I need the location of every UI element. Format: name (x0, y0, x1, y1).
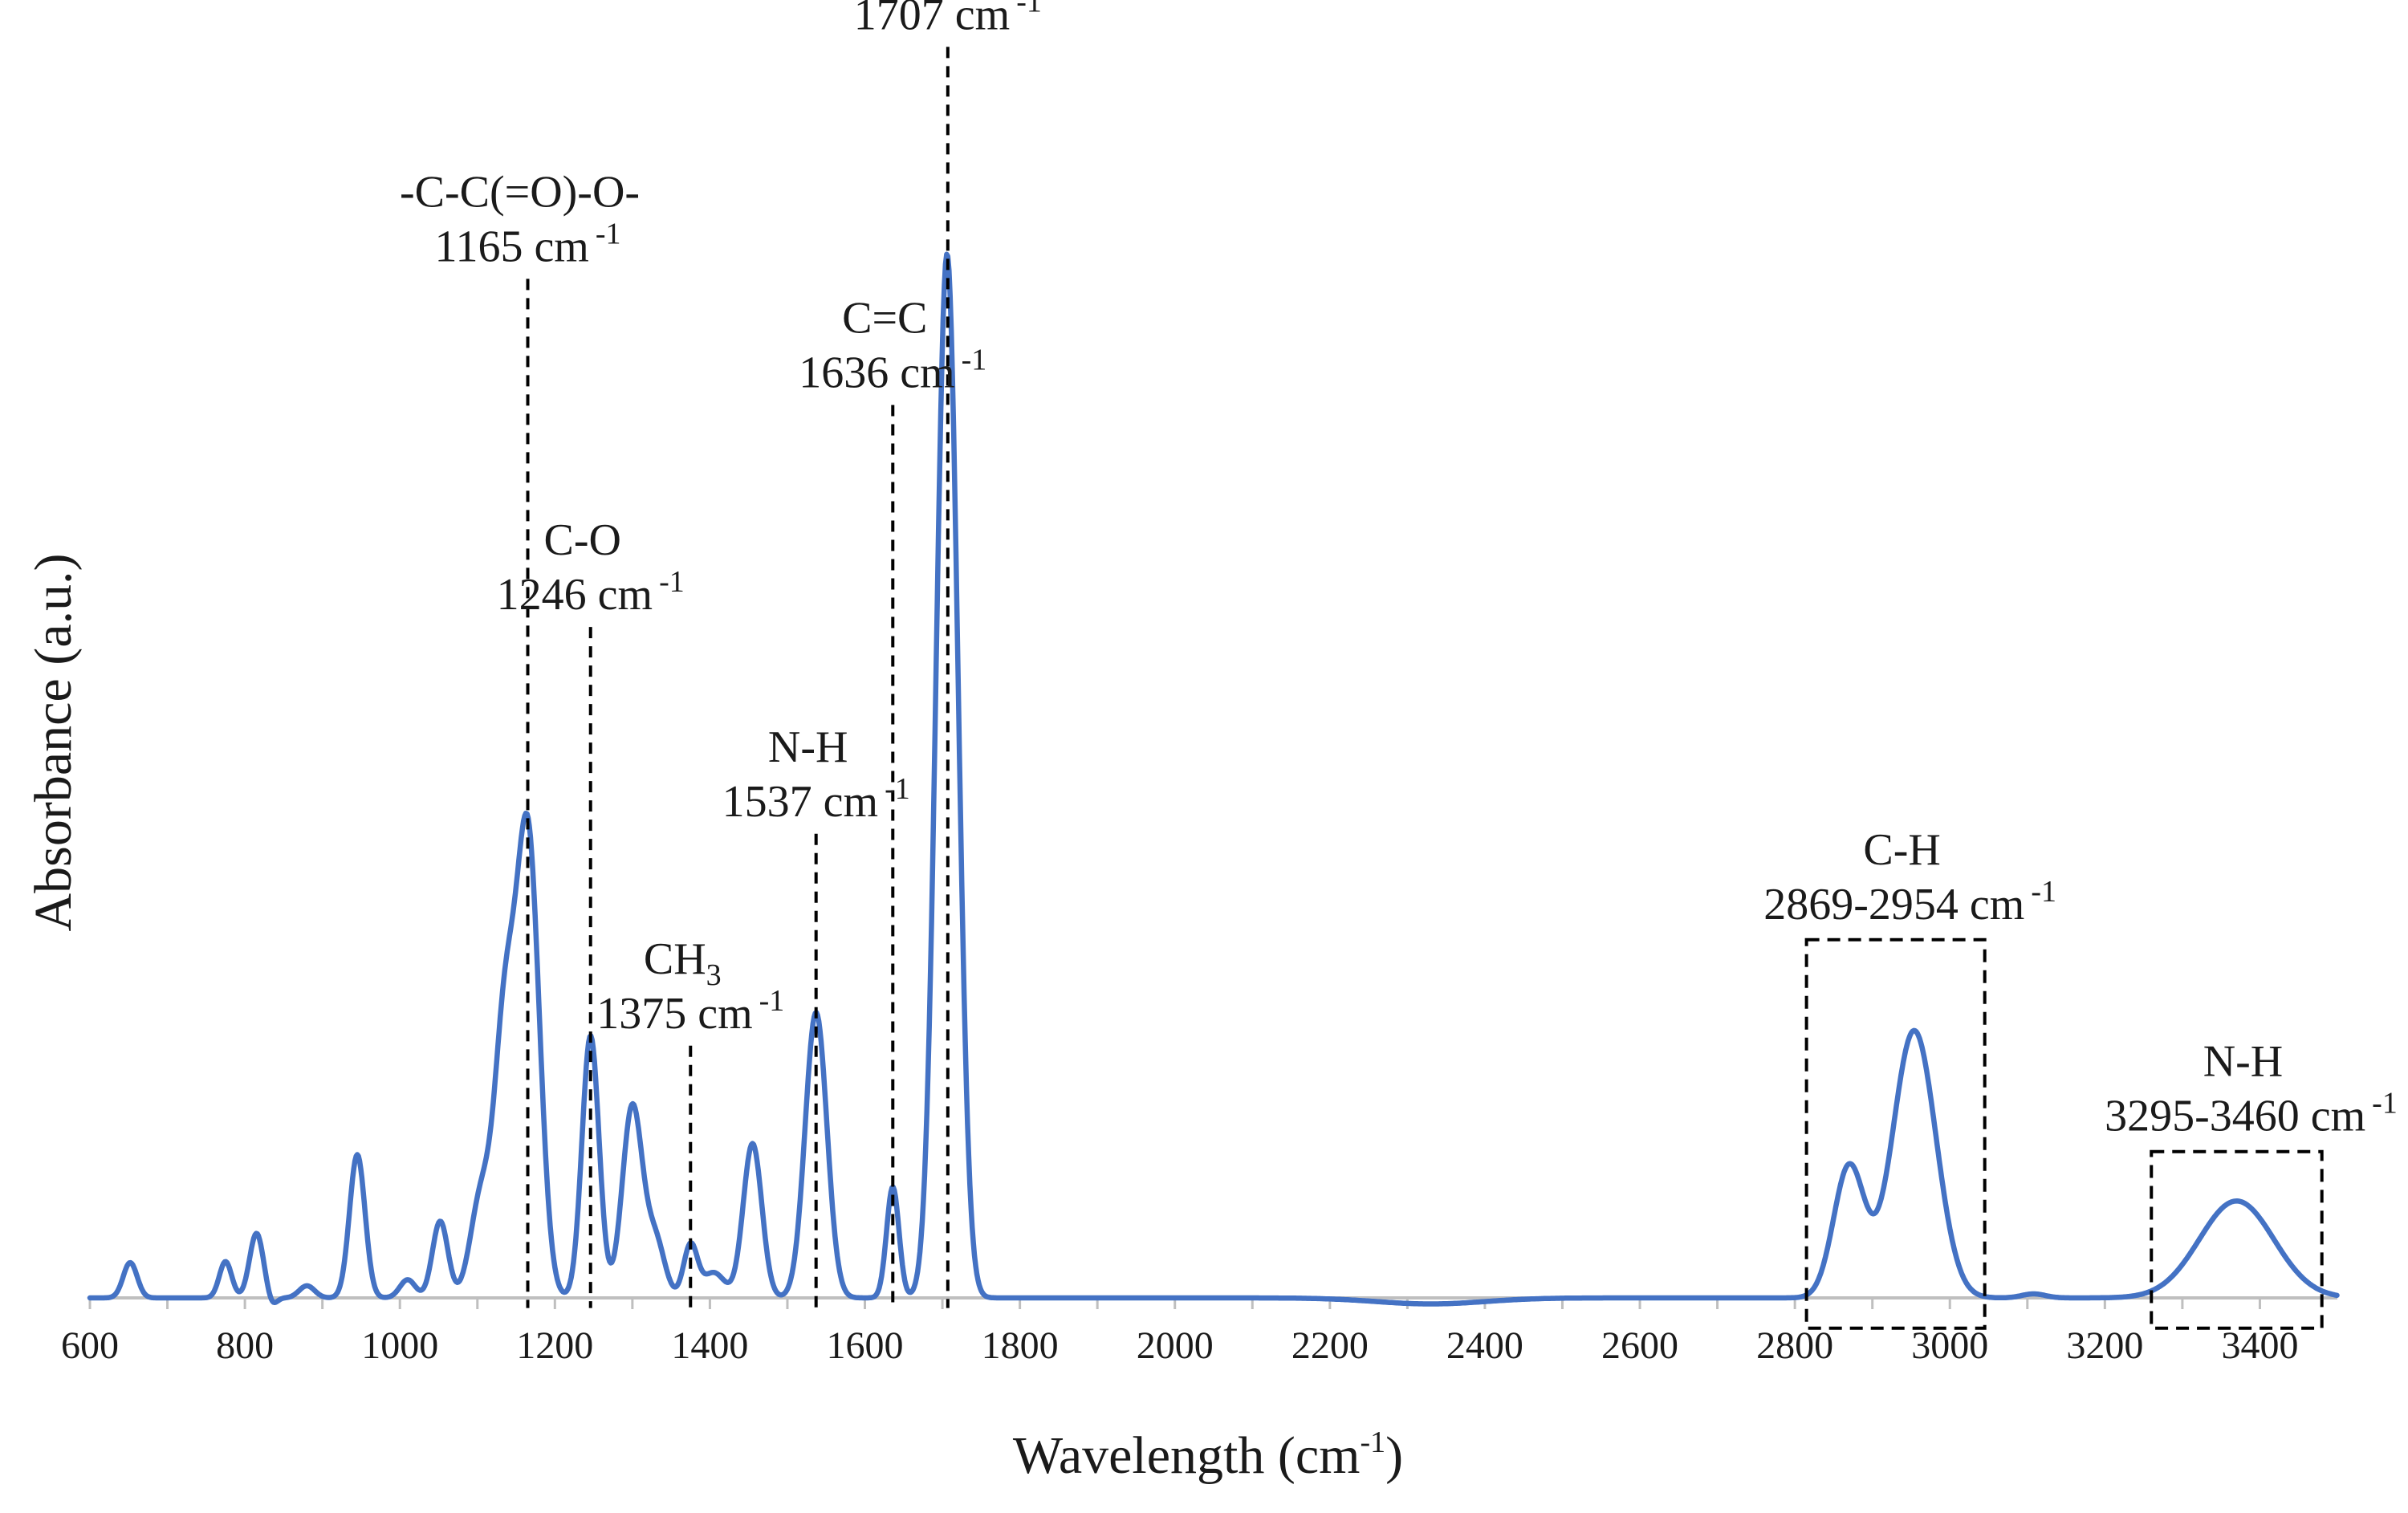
annotation-wavenumber: 1636 cm -1 (799, 344, 986, 398)
annotation-dashed-box (1804, 937, 1987, 1330)
annotation-wavenumber: 3295-3460 cm -1 (2105, 1087, 2398, 1141)
x-tick-label-1800: 1800 (982, 1324, 1059, 1367)
annotation-dashed-box (2150, 1149, 2324, 1330)
annotation-wavenumber-sup: -1 (2031, 875, 2056, 909)
x-tick-label-2000: 2000 (1137, 1324, 1214, 1367)
annotation-4: 1537 cm -1N-H (722, 722, 910, 1308)
annotation-6: 2869-2954 cm -1C-H (1763, 825, 2056, 1330)
annotation-wavenumber-sup: -1 (885, 772, 910, 806)
annotation-wavenumber-value: 1246 cm (497, 570, 653, 620)
x-tick-label-3400: 3400 (2221, 1324, 2298, 1367)
annotation-wavenumber-value: 2869-2954 cm (1763, 880, 2024, 929)
annotation-wavenumber: 1165 cm -1 (435, 217, 621, 271)
x-tick-label-1000: 1000 (361, 1324, 438, 1367)
annotation-1: 1165 cm -1-C-C(=O)-O- (400, 167, 640, 1308)
annotation-wavenumber-sup: -1 (962, 344, 987, 377)
annotation-wavenumber-value: 1707 cm (854, 0, 1010, 39)
annotation-2: 1636 cm -1C=C (799, 294, 986, 1308)
annotation-group-name: C=C (842, 294, 927, 344)
annotation-wavenumber-value: 1165 cm (435, 222, 589, 271)
x-tick-label-1600: 1600 (827, 1324, 904, 1367)
x-tick-label-600: 600 (61, 1324, 119, 1367)
x-tick-label-1400: 1400 (671, 1324, 748, 1367)
annotation-group-name: CH3 (644, 934, 722, 992)
annotation-wavenumber-sup: -1 (759, 984, 785, 1018)
peak-annotations: 1707 cm-1C=O1165 cm-1-C-C(=O)-O-1636 cm-… (400, 0, 2398, 1330)
x-tick-label-2200: 2200 (1291, 1324, 1369, 1367)
x-tick-label-3000: 3000 (1911, 1324, 1988, 1367)
annotation-wavenumber-value: 1636 cm (799, 348, 954, 398)
x-tick-label-3200: 3200 (2066, 1324, 2143, 1367)
annotation-wavenumber-value: 3295-3460 cm (2105, 1092, 2365, 1141)
annotation-wavenumber-value: 1375 cm (596, 989, 752, 1039)
annotation-wavenumber: 1375 cm -1 (596, 984, 784, 1039)
annotation-wavenumber: 1246 cm -1 (497, 565, 685, 620)
x-tick-label-2800: 2800 (1756, 1324, 1833, 1367)
annotation-group-name: C-O (543, 515, 620, 565)
annotation-7: 3295-3460 cm -1N-H (2105, 1037, 2398, 1330)
x-axis-title-sup: -1 (1361, 1426, 1386, 1459)
annotation-group-name: N-H (2203, 1037, 2284, 1087)
annotation-0: 1707 cm-1C=O (854, 0, 1042, 1308)
annotation-name-main: CH (644, 934, 706, 984)
x-axis-title-close: ) (1385, 1426, 1403, 1485)
annotation-wavenumber: 1707 cm -1 (854, 0, 1042, 39)
annotation-group-name: C-H (1863, 825, 1940, 875)
x-axis-title: Wavelength (cm-1) (1013, 1426, 1403, 1485)
x-tick-label-800: 800 (216, 1324, 274, 1367)
y-axis-title: Absorbance (a.u.) (24, 554, 83, 932)
annotation-wavenumber-sup: -1 (596, 217, 621, 250)
annotation-3: 1246 cm -1C-O (497, 515, 685, 1308)
annotation-wavenumber-value: 1537 cm (722, 777, 878, 827)
annotation-group-name: -C-C(=O)-O- (400, 167, 640, 217)
annotation-group-name: N-H (768, 722, 848, 772)
x-axis-title-main: Wavelength (cm (1013, 1426, 1361, 1485)
x-tick-label-2400: 2400 (1446, 1324, 1523, 1367)
x-tick-label-1200: 1200 (516, 1324, 593, 1367)
annotation-wavenumber-sup: -1 (659, 565, 685, 599)
x-tick-label-2600: 2600 (1601, 1324, 1678, 1367)
annotation-name-sub: 3 (706, 958, 722, 992)
x-axis-tick-labels: 600 800 1000 1200 1400 1600 1800 2000 2200 2400 26… (61, 1324, 2298, 1367)
annotation-wavenumber-sup: -1 (2372, 1087, 2398, 1121)
annotation-wavenumber: 2869-2954 cm -1 (1763, 875, 2056, 929)
annotation-wavenumber: 1537 cm -1 (722, 772, 910, 827)
spectrum-line (87, 251, 2340, 1307)
annotation-wavenumber-sup: -1 (1016, 0, 1042, 18)
